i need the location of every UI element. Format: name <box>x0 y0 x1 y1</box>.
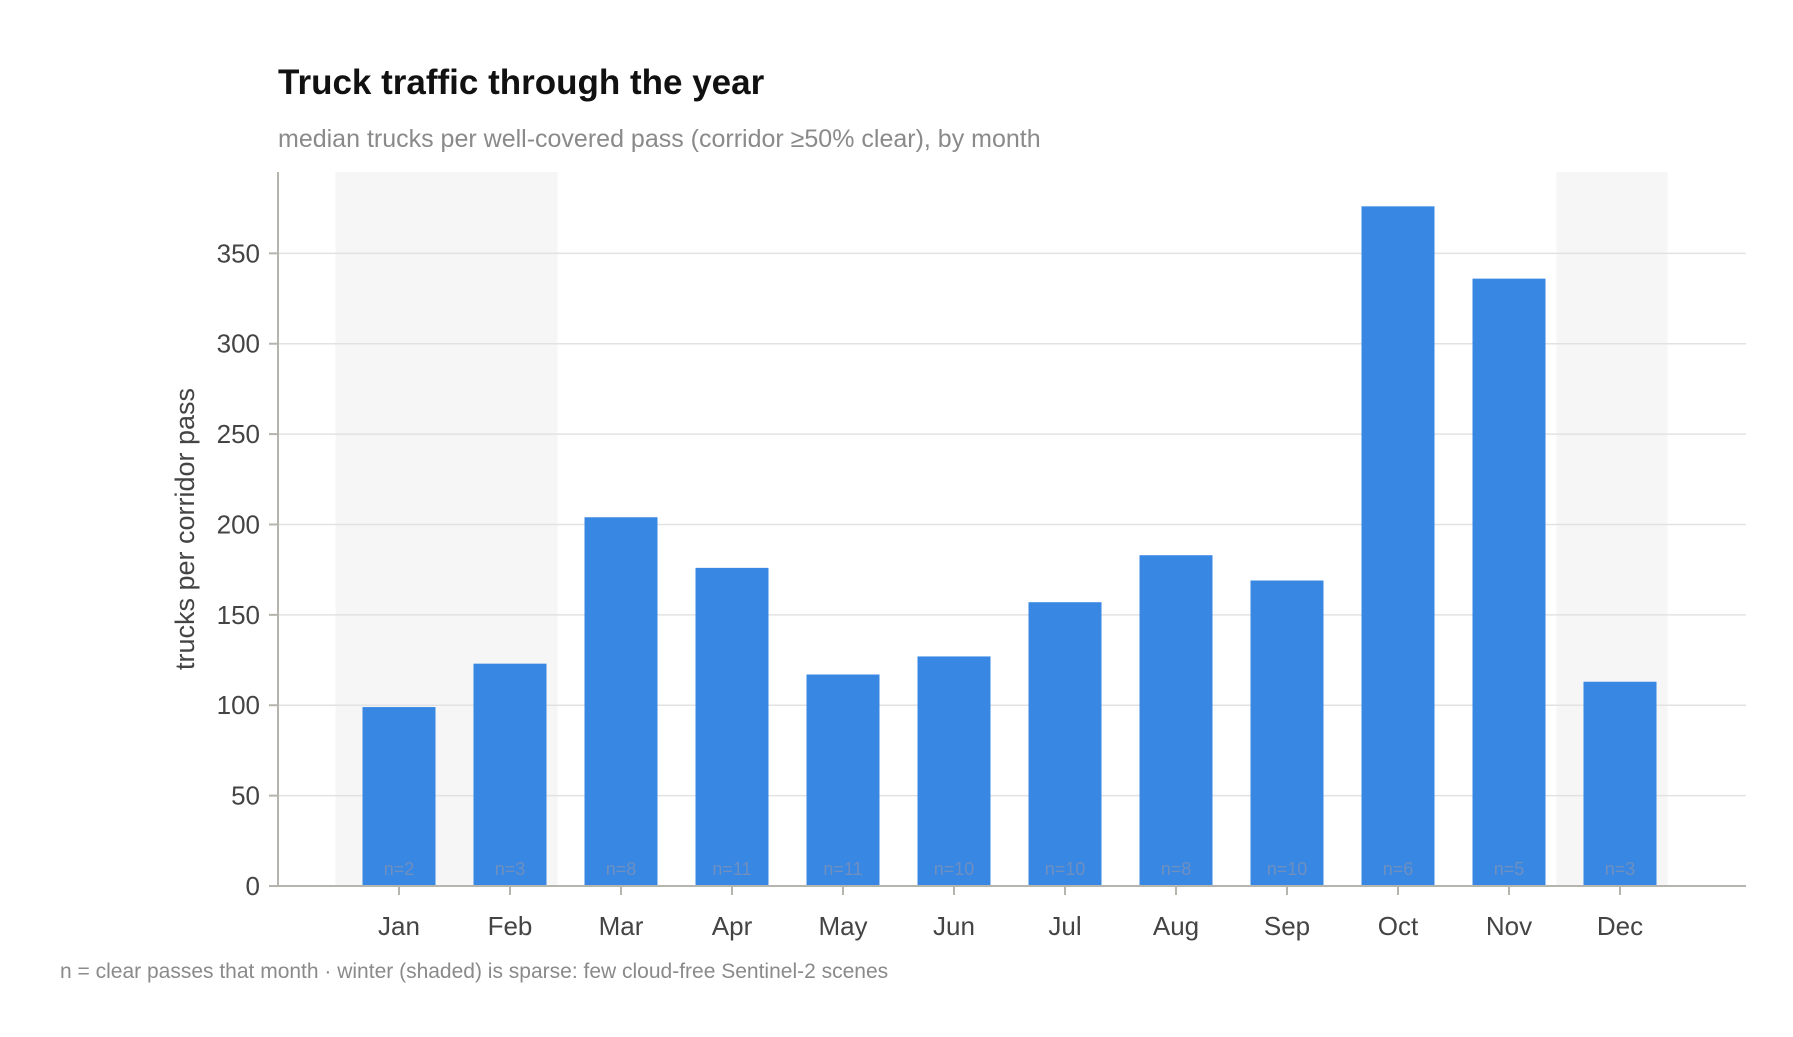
bar-nov <box>1472 278 1546 887</box>
y-tick-label-100: 100 <box>217 690 260 720</box>
y-tick-labels: 0 50 100 150 200 250 300 350 <box>217 238 260 901</box>
x-tick-label-aug: Aug <box>1153 911 1199 941</box>
x-tick-label-jul: Jul <box>1048 911 1081 941</box>
x-tick-label-mar: Mar <box>599 911 644 941</box>
bar-mar <box>584 517 658 886</box>
n-label-dec: n=3 <box>1605 859 1636 879</box>
y-tick-label-50: 50 <box>231 781 260 811</box>
bar-may <box>806 674 880 886</box>
y-tick-label-350: 350 <box>217 238 260 268</box>
bar-aug <box>1139 555 1213 886</box>
bar-dec <box>1583 681 1657 886</box>
n-label-jan: n=2 <box>384 859 415 879</box>
axes <box>269 172 1746 895</box>
n-label-aug: n=8 <box>1161 859 1192 879</box>
n-label-oct: n=6 <box>1383 859 1414 879</box>
bar-oct <box>1361 206 1435 886</box>
n-label-jun: n=10 <box>934 859 975 879</box>
x-tick-labels: Jan Feb Mar Apr May Jun Jul Aug Sep Oct Nov Dec <box>378 911 1643 941</box>
bar-apr <box>695 567 769 886</box>
n-label-sep: n=10 <box>1267 859 1308 879</box>
n-label-nov: n=5 <box>1494 859 1525 879</box>
chart-title: Truck traffic through the year <box>278 63 765 102</box>
n-label-jul: n=10 <box>1045 859 1086 879</box>
n-label-may: n=11 <box>823 859 862 879</box>
n-label-apr: n=11 <box>712 859 751 879</box>
x-tick-label-nov: Nov <box>1486 911 1532 941</box>
y-axis-label: trucks per corridor pass <box>170 388 200 670</box>
x-tick-label-may: May <box>818 911 867 941</box>
y-tick-label-200: 200 <box>217 509 260 539</box>
x-tick-label-apr: Apr <box>712 911 753 941</box>
x-tick-label-jun: Jun <box>933 911 975 941</box>
y-tick-label-300: 300 <box>217 329 260 359</box>
y-tick-label-250: 250 <box>217 419 260 449</box>
bar-sep <box>1250 580 1324 886</box>
y-tick-label-150: 150 <box>217 600 260 630</box>
n-label-feb: n=3 <box>495 859 526 879</box>
x-tick-label-oct: Oct <box>1378 911 1419 941</box>
y-tick-label-0: 0 <box>246 871 260 901</box>
n-label-mar: n=8 <box>606 859 637 879</box>
bars <box>362 206 1657 887</box>
bar-jul <box>1028 602 1102 886</box>
bar-feb <box>473 663 547 886</box>
bar-jan <box>362 707 436 886</box>
footnote: n = clear passes that month · winter (sh… <box>60 960 888 983</box>
chart-subtitle: median trucks per well-covered pass (cor… <box>278 125 1041 153</box>
x-tick-label-sep: Sep <box>1264 911 1310 941</box>
bar-jun <box>917 656 991 886</box>
x-tick-label-feb: Feb <box>488 911 533 941</box>
x-tick-label-jan: Jan <box>378 911 420 941</box>
n-labels: n=2 n=3 n=8 n=11 n=11 n=10 n=10 n=8 n=10 n=6 n=5 n=… <box>384 859 1636 879</box>
x-tick-label-dec: Dec <box>1597 911 1643 941</box>
